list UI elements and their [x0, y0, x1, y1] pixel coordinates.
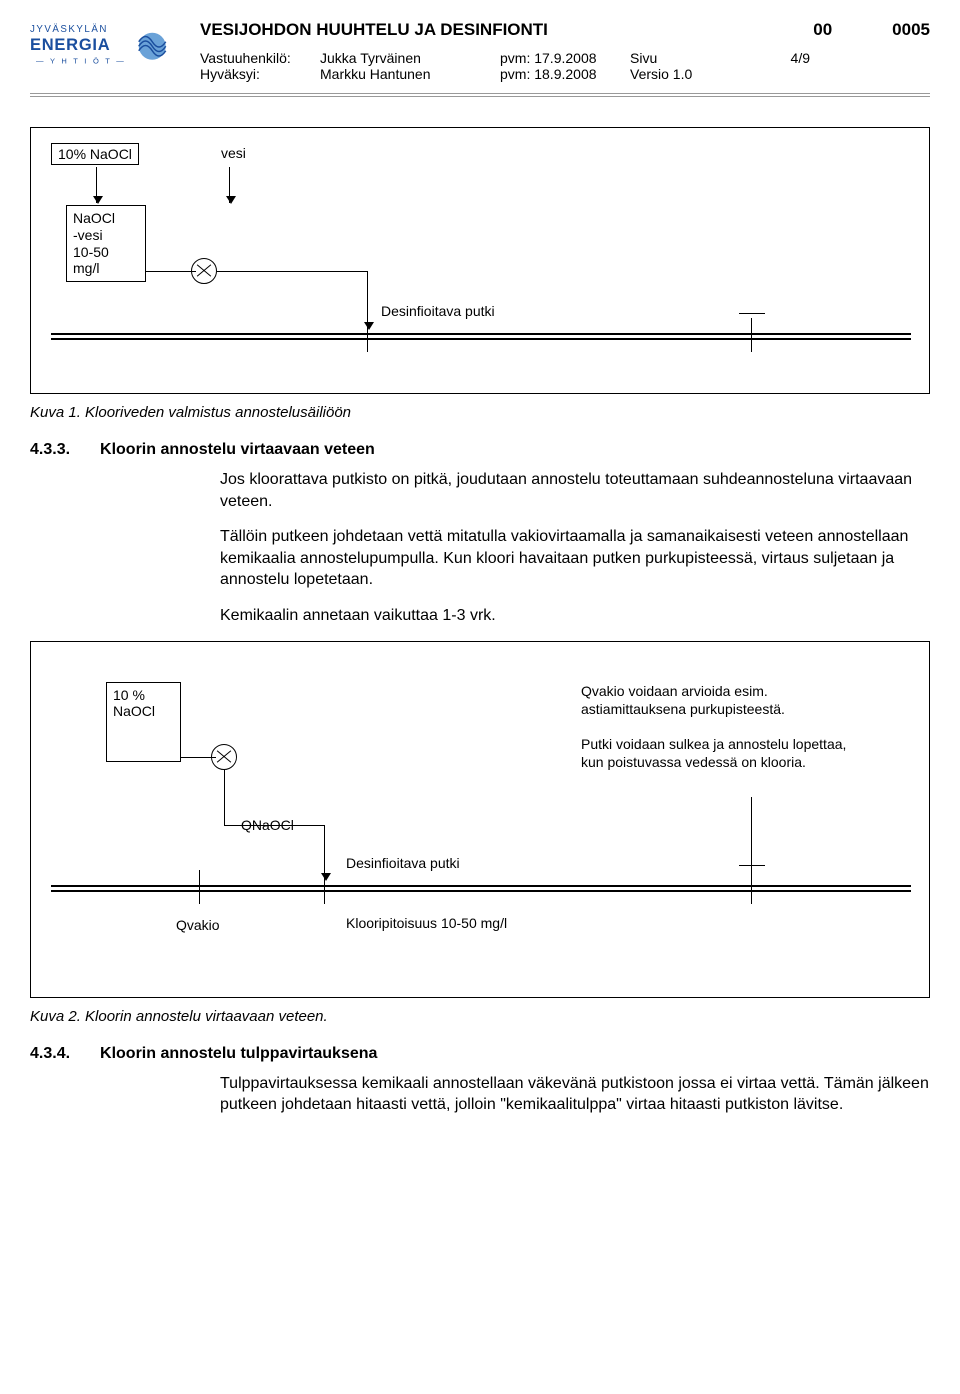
svg-text:JYVÄSKYLÄN: JYVÄSKYLÄN — [30, 24, 108, 35]
resp-date: pvm: 17.9.2008 — [500, 50, 630, 66]
resp-label: Vastuuhenkilö: — [200, 50, 320, 66]
fig1-tank-line1: NaOCl — [73, 210, 139, 227]
sec434-p1: Tulppavirtauksessa kemikaali annostellaa… — [220, 1073, 930, 1116]
section-433-num: 4.3.3. — [30, 441, 70, 459]
fig1-tank-line4: mg/l — [73, 260, 139, 277]
fig2-valve-out-v — [751, 870, 752, 904]
fig1-tank-line3: 10-50 — [73, 244, 139, 261]
page-value: 4/9 — [770, 50, 810, 66]
figure-1-caption: Kuva 1. Klooriveden valmistus annostelus… — [30, 404, 930, 421]
page-label: Sivu — [630, 50, 770, 66]
fig2-kloori: Klooripitoisuus 10-50 mg/l — [346, 915, 507, 931]
appr-label: Hyväksyi: — [200, 66, 320, 82]
fig2-note1: Qvakio voidaan arvioida esim. astiamitta… — [581, 682, 851, 718]
fig2-pipe — [51, 885, 911, 892]
sec433-p3: Kemikaalin annetaan vaikuttaa 1-3 vrk. — [220, 605, 930, 627]
fig1-valve1-v — [367, 318, 368, 352]
figure-1-box: 10% NaOCl vesi NaOCl -vesi 10-50 mg/l De… — [30, 127, 930, 394]
fig2-line-qnaocl-v — [224, 770, 225, 825]
doc-code1: 00 — [813, 20, 832, 40]
fig1-pipe-label: Desinfioitava putki — [381, 303, 495, 319]
fig1-arrow-naocl — [96, 167, 97, 203]
fig1-pipe — [51, 333, 911, 340]
fig2-line-q-h — [224, 825, 324, 826]
appr-date: pvm: 18.9.2008 — [500, 66, 630, 82]
fig1-valve2-h — [739, 313, 765, 314]
sec433-p2: Tällöin putkeen johdetaan vettä mitatull… — [220, 526, 930, 591]
fig2-note2: Putki voidaan sulkea ja annostelu lopett… — [581, 735, 851, 771]
section-434-heading: 4.3.4. Kloorin annostelu tulppavirtaukse… — [30, 1045, 930, 1063]
fig1-tank: NaOCl -vesi 10-50 mg/l — [66, 205, 146, 282]
section-433-title: Kloorin annostelu virtaavaan veteen — [100, 441, 375, 459]
doc-code2: 0005 — [892, 20, 930, 40]
fig2-pump-icon — [211, 744, 237, 770]
fig2-pipe-label: Desinfioitava putki — [346, 855, 460, 871]
fig1-line-tank-out — [146, 271, 196, 272]
fig1-line-pump-out — [217, 271, 367, 272]
title-row: VESIJOHDON HUUHTELU JA DESINFIONTI 00 00… — [200, 20, 930, 44]
fig2-tank: 10 % NaOCl — [106, 682, 181, 762]
doc-title: VESIJOHDON HUUHTELU JA DESINFIONTI — [200, 20, 548, 40]
fig2-qvakio-v — [199, 870, 200, 904]
ver-label: Versio 1.0 — [630, 66, 770, 82]
resp-value: Jukka Tyrväinen — [320, 50, 500, 66]
fig2-qvakio: Qvakio — [176, 917, 220, 933]
doc-meta: Vastuuhenkilö: Jukka Tyrväinen pvm: 17.9… — [200, 50, 930, 82]
svg-text:— Y H T I Ö T —: — Y H T I Ö T — — [36, 57, 126, 66]
fig2-valve-inj — [324, 870, 325, 904]
sec433-p1: Jos kloorattava putkisto on pitkä, joudu… — [220, 469, 930, 512]
company-logo: JYVÄSKYLÄN ENERGIA — Y H T I Ö T — — [30, 20, 180, 83]
fig1-label-vesi: vesi — [221, 145, 246, 161]
section-434-num: 4.3.4. — [30, 1045, 70, 1063]
fig2-tank-line1: 10 % — [113, 687, 174, 704]
section-433-heading: 4.3.3. Kloorin annostelu virtaavaan vete… — [30, 441, 930, 459]
svg-text:ENERGIA: ENERGIA — [30, 36, 110, 54]
fig1-arrow-vesi — [229, 167, 230, 203]
figure-2-caption: Kuva 2. Kloorin annostelu virtaavaan vet… — [30, 1008, 930, 1025]
section-434-title: Kloorin annostelu tulppavirtauksena — [100, 1045, 377, 1063]
header-rule — [30, 93, 930, 97]
fig1-pump-icon — [191, 258, 217, 284]
fig2-valve-out-h — [739, 865, 765, 866]
fig1-valve2-v — [751, 318, 752, 352]
figure-2-box: 10 % NaOCl QNaOCl Desinfioitava putki Qv… — [30, 641, 930, 998]
fig1-tank-line2: -vesi — [73, 227, 139, 244]
appr-value: Markku Hantunen — [320, 66, 500, 82]
fig2-note-connector — [751, 797, 752, 870]
page-header: JYVÄSKYLÄN ENERGIA — Y H T I Ö T — VESIJ… — [30, 20, 930, 83]
fig1-label-naocl: 10% NaOCl — [51, 143, 139, 165]
fig2-tank-line2: NaOCl — [113, 703, 174, 720]
